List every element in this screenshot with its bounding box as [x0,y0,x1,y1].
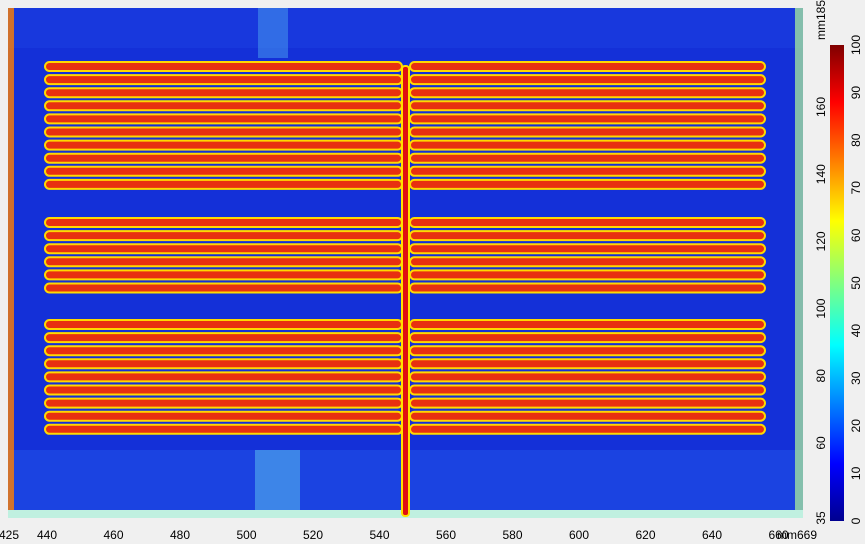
stripe [44,243,403,255]
y-tick-label: 120 [814,231,828,251]
x-tick-label: 620 [635,528,655,542]
x-tick-label: 440 [37,528,57,542]
y-end-label: mm185 [814,0,828,40]
x-tick-label: 580 [502,528,522,542]
stripe [44,319,403,330]
noise-band [8,8,803,48]
stripe [409,87,766,99]
stripe [409,178,766,190]
colorbar-tick-label: 50 [849,276,863,290]
stripe [44,217,403,228]
noise-spot [258,8,288,58]
stripe [409,358,766,370]
center-line [401,65,410,517]
stripe [44,178,403,190]
y-tick-label: 60 [814,436,828,450]
stripe [409,100,766,112]
stripe [44,165,403,177]
stripe [409,61,766,72]
stripe [44,345,403,357]
x-end-label: mm669 [777,528,817,542]
y-tick-label: 100 [814,298,828,318]
stripe [409,126,766,138]
colorbar-tick-label: 100 [849,35,863,55]
stripe [409,282,766,294]
x-tick-label: 540 [369,528,389,542]
y-tick-label: 140 [814,164,828,184]
stripe [409,332,766,344]
stripe [409,269,766,281]
stripe [409,410,766,422]
stripe [44,358,403,370]
stripe [409,243,766,255]
stripe [409,230,766,242]
stripe [44,152,403,164]
edge-strip [795,8,803,518]
x-tick-label: 500 [236,528,256,542]
x-tick-label: 460 [103,528,123,542]
x-tick-label: 480 [170,528,190,542]
colorbar-tick-label: 10 [849,466,863,480]
colorbar-tick-label: 0 [849,517,863,524]
colorbar-tick-label: 60 [849,228,863,242]
stripe [44,87,403,99]
edge-strip [8,8,14,518]
stripe [409,423,766,435]
stripe [409,152,766,164]
x-tick-label: 520 [303,528,323,542]
stripe [44,423,403,435]
stripe [44,100,403,112]
stripe [44,371,403,383]
stripe [409,256,766,268]
x-tick-label: 425 [0,528,19,542]
stripe [44,282,403,294]
x-tick-label: 560 [436,528,456,542]
colorbar [830,45,844,521]
stripe [44,61,403,72]
x-tick-label: 660 [768,528,788,542]
stripe [44,256,403,268]
stripe [44,230,403,242]
stripe [409,139,766,151]
y-tick-label: 35 [814,511,828,525]
colorbar-tick-label: 80 [849,133,863,147]
stripe [44,269,403,281]
stripe [44,384,403,396]
stripe [409,113,766,125]
stripe [409,384,766,396]
stripe [44,113,403,125]
colorbar-tick-label: 40 [849,324,863,338]
stripe [409,397,766,409]
stripe [409,165,766,177]
stripe [409,345,766,357]
y-tick-label: 160 [814,97,828,117]
colorbar-tick-label: 30 [849,371,863,385]
noise-spot [255,450,300,515]
x-tick-label: 640 [702,528,722,542]
stripe [409,319,766,330]
colorbar-tick-label: 70 [849,181,863,195]
stripe [409,371,766,383]
stripe [44,410,403,422]
stripe [44,332,403,344]
x-tick-label: 600 [569,528,589,542]
stripe-pattern [44,61,766,435]
stripe [44,74,403,86]
stripe [409,217,766,228]
stripe [44,139,403,151]
colorbar-tick-label: 20 [849,419,863,433]
colorbar-tick-label: 90 [849,86,863,100]
stripe [44,126,403,138]
stripe [409,74,766,86]
stripe [44,397,403,409]
y-tick-label: 80 [814,369,828,383]
